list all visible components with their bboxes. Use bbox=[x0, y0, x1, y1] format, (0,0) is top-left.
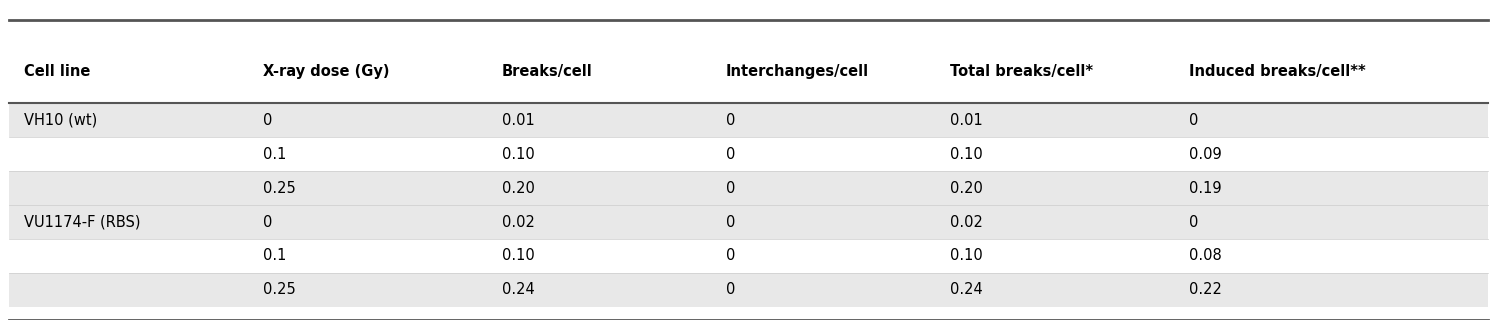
Text: 0.10: 0.10 bbox=[501, 147, 534, 162]
Text: 0: 0 bbox=[263, 214, 272, 230]
Text: 0.1: 0.1 bbox=[263, 248, 286, 264]
Text: Breaks/cell: Breaks/cell bbox=[501, 64, 593, 79]
Text: 0.02: 0.02 bbox=[951, 214, 984, 230]
Text: Induced breaks/cell**: Induced breaks/cell** bbox=[1189, 64, 1367, 79]
Text: 0: 0 bbox=[726, 282, 735, 298]
Text: 0.10: 0.10 bbox=[951, 248, 984, 264]
Text: 0.25: 0.25 bbox=[263, 181, 295, 195]
FancyBboxPatch shape bbox=[9, 137, 1488, 171]
Text: 0.1: 0.1 bbox=[263, 147, 286, 162]
Text: 0: 0 bbox=[726, 181, 735, 195]
Text: Interchanges/cell: Interchanges/cell bbox=[726, 64, 870, 79]
Text: VH10 (wt): VH10 (wt) bbox=[24, 113, 97, 128]
Text: 0.02: 0.02 bbox=[501, 214, 534, 230]
Text: 0.09: 0.09 bbox=[1189, 147, 1222, 162]
Text: 0.08: 0.08 bbox=[1189, 248, 1222, 264]
Text: 0.01: 0.01 bbox=[501, 113, 534, 128]
FancyBboxPatch shape bbox=[9, 171, 1488, 205]
Text: 0.19: 0.19 bbox=[1189, 181, 1222, 195]
Text: 0.24: 0.24 bbox=[501, 282, 534, 298]
Text: 0.20: 0.20 bbox=[501, 181, 534, 195]
Text: 0.24: 0.24 bbox=[951, 282, 984, 298]
Text: 0: 0 bbox=[1189, 113, 1199, 128]
Text: 0: 0 bbox=[1189, 214, 1199, 230]
FancyBboxPatch shape bbox=[9, 103, 1488, 137]
FancyBboxPatch shape bbox=[9, 273, 1488, 307]
Text: 0.10: 0.10 bbox=[501, 248, 534, 264]
FancyBboxPatch shape bbox=[9, 205, 1488, 239]
Text: 0.01: 0.01 bbox=[951, 113, 984, 128]
Text: 0.25: 0.25 bbox=[263, 282, 295, 298]
Text: 0.22: 0.22 bbox=[1189, 282, 1222, 298]
Text: 0: 0 bbox=[726, 214, 735, 230]
Text: X-ray dose (Gy): X-ray dose (Gy) bbox=[263, 64, 389, 79]
Text: VU1174-F (RBS): VU1174-F (RBS) bbox=[24, 214, 141, 230]
FancyBboxPatch shape bbox=[9, 239, 1488, 273]
Text: 0: 0 bbox=[726, 147, 735, 162]
Text: 0.20: 0.20 bbox=[951, 181, 984, 195]
Text: 0: 0 bbox=[263, 113, 272, 128]
Text: Total breaks/cell*: Total breaks/cell* bbox=[951, 64, 1093, 79]
Text: 0: 0 bbox=[726, 113, 735, 128]
Text: 0: 0 bbox=[726, 248, 735, 264]
Text: Cell line: Cell line bbox=[24, 64, 90, 79]
Text: 0.10: 0.10 bbox=[951, 147, 984, 162]
